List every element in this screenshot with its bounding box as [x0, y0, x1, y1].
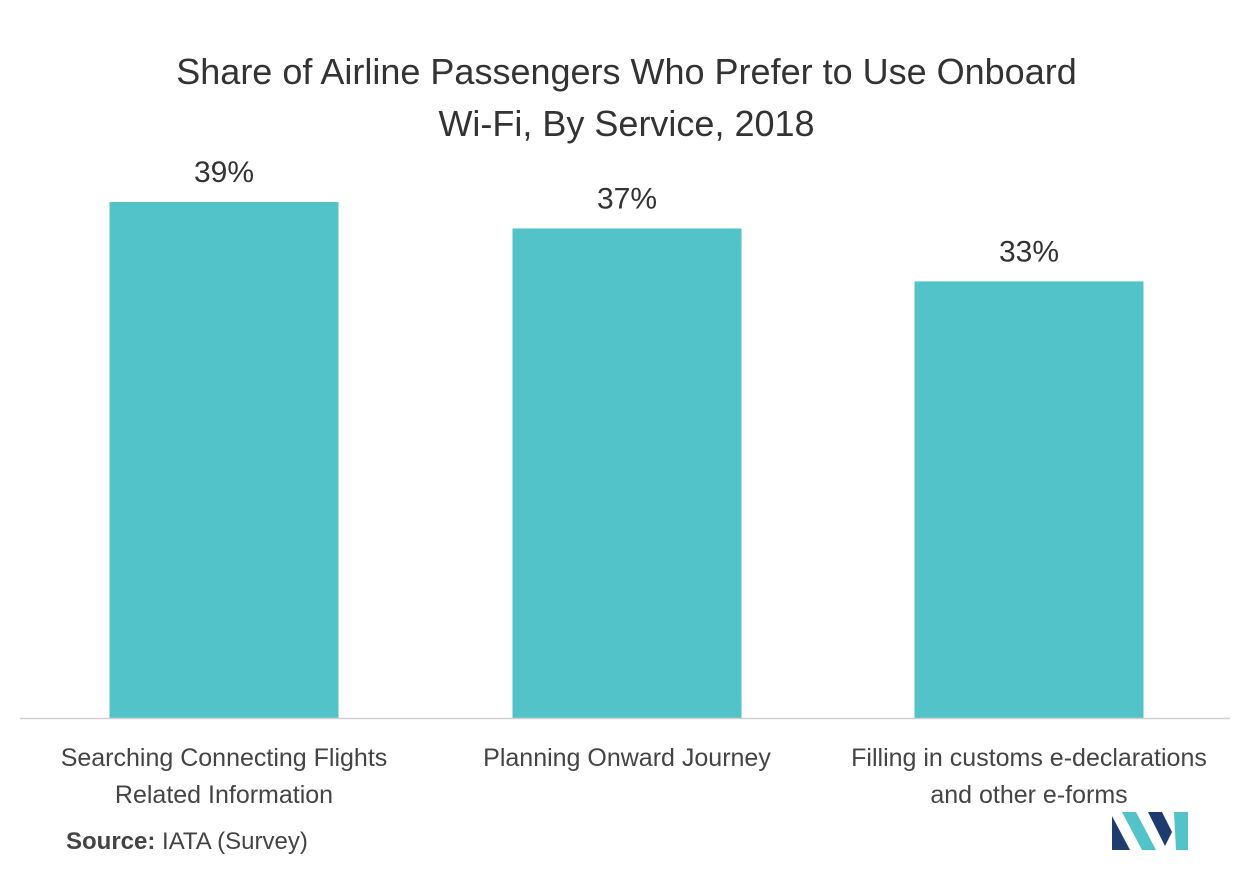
- bar-1: [512, 228, 742, 718]
- logo-right-shape-light: [1174, 812, 1188, 850]
- data-label-1: 37%: [597, 182, 657, 215]
- x-tick-label-0-line-0: Searching Connecting Flights: [61, 744, 388, 772]
- logo-left-shape: [1112, 816, 1130, 850]
- brand-logo-icon: [1112, 812, 1188, 850]
- source-text: IATA (Survey): [155, 828, 308, 855]
- data-label-2: 33%: [999, 235, 1059, 268]
- source-prefix: Source:: [66, 828, 156, 855]
- x-tick-label-2-line-0: Filling in customs e-declarations: [851, 744, 1207, 772]
- chart-title: Share of Airline Passengers Who Prefer t…: [0, 46, 1253, 150]
- x-tick-label-0-line-1: Related Information: [115, 781, 333, 809]
- x-tick-label-2-line-1: and other e-forms: [930, 781, 1127, 809]
- bars-layer: [109, 202, 1144, 718]
- x-tick-label-1-line-0: Planning Onward Journey: [483, 744, 771, 772]
- chart-title-line-1: Share of Airline Passengers Who Prefer t…: [176, 51, 1077, 92]
- bar-0: [109, 202, 339, 718]
- labels-layer: 39% Searching Connecting Flights Related I…: [61, 156, 1207, 809]
- logo-middle-shape: [1122, 812, 1156, 850]
- data-label-0: 39%: [194, 156, 254, 189]
- bar-2: [914, 281, 1144, 718]
- logo-right-shape-dark: [1148, 812, 1172, 846]
- source-note: Source: IATA (Survey): [66, 828, 308, 856]
- chart-title-line-2: Wi-Fi, By Service, 2018: [438, 103, 815, 144]
